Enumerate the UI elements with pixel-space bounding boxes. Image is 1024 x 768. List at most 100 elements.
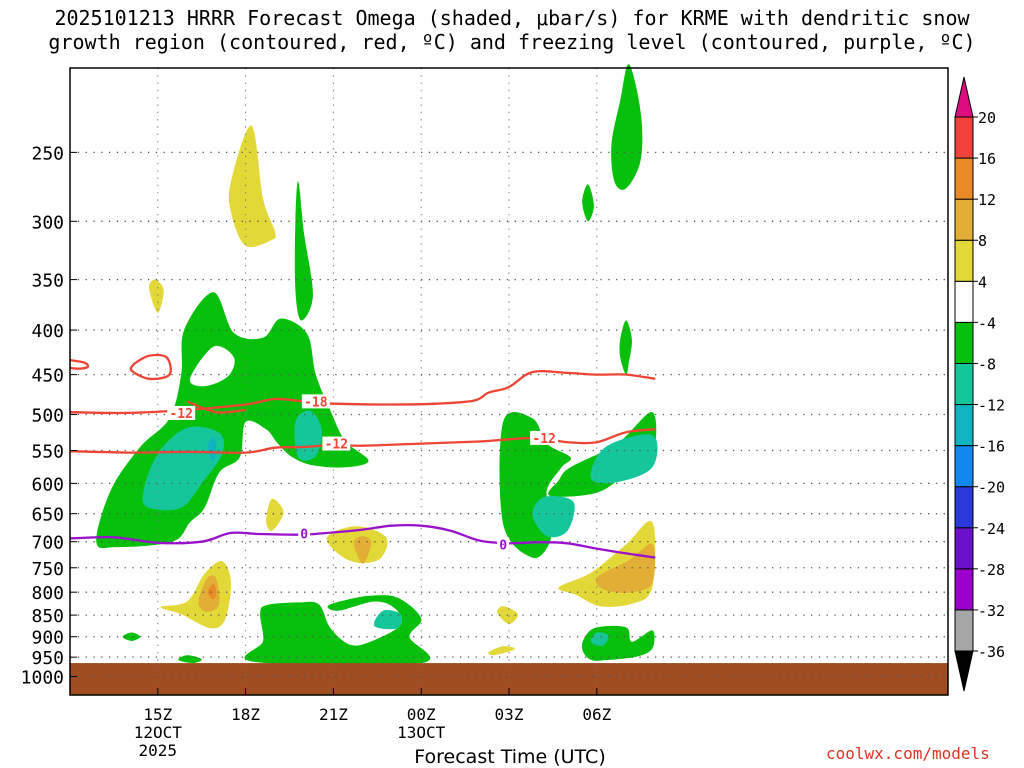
y-tick-label-450: 450 [31, 366, 64, 387]
omega-region-10 [353, 536, 372, 564]
colorbar-label-7: -8 [978, 355, 996, 373]
omega-region-14 [122, 632, 141, 641]
omega-region-2 [207, 436, 217, 462]
colorbar-swatch-7 [954, 321, 974, 364]
omega-region-20 [499, 411, 571, 559]
y-tick-label-1000: 1000 [21, 668, 64, 689]
omega-region-16 [244, 595, 431, 666]
colorbar-label-1: -32 [978, 602, 1005, 620]
colorbar-swatch-10 [954, 198, 974, 241]
colorbar-swatch-1 [954, 568, 974, 611]
omega-region-30 [619, 320, 632, 375]
x-tick-label-03Z: 03Z [495, 705, 524, 724]
colorbar-swatch-9 [954, 239, 974, 282]
omega-region-19 [488, 646, 516, 656]
dgz-contour-label-6: -12 [532, 432, 555, 447]
y-tick-label-350: 350 [31, 271, 64, 292]
x-tick-label-06Z: 06Z [582, 705, 611, 724]
y-tick-label-400: 400 [31, 321, 64, 342]
x-tick-label-21Z: 21Z [319, 705, 348, 724]
y-tick-label-900: 900 [31, 628, 64, 649]
freezing-level-label-0-bg [298, 526, 311, 541]
dgz-contour-0 [69, 370, 656, 415]
x-tick-label-18Z: 18Z [231, 705, 260, 724]
dgz-contour-label-0-bg [301, 394, 330, 409]
omega-region-22 [532, 496, 575, 538]
colorbar-label-0: -36 [978, 643, 1005, 661]
dgz-contour-1 [69, 358, 90, 370]
x-tick-date-00Z: 13OCT [397, 723, 446, 742]
omega-shading [96, 64, 658, 666]
colorbar-swatch-0 [954, 609, 974, 652]
colorbar-swatch-2 [954, 527, 974, 570]
y-tick-label-500: 500 [31, 405, 64, 426]
colorbar-label-8: -4 [978, 314, 996, 332]
chart-title-line-2: growth region (contoured, red, ºC) and f… [48, 30, 976, 54]
colorbar: -36 -32 -28 -24 -20 -16 -12 -8 -4 4 8 12 16 20 [954, 76, 1005, 692]
dgz-contour-label-5-bg [167, 405, 196, 420]
x-tick-label-15Z: 15Z [143, 705, 172, 724]
omega-region-8 [266, 498, 284, 531]
y-tick-label-800: 800 [31, 583, 64, 604]
omega-region-1 [142, 426, 225, 511]
y-tick-label-750: 750 [31, 559, 64, 580]
dgz-contour-label-6-bg [530, 430, 559, 445]
colorbar-under-arrow [954, 650, 974, 692]
colorbar-label-3: -24 [978, 520, 1005, 538]
y-axis: 2503003504004505005506006507007508008509… [21, 143, 77, 689]
colorbar-swatch-11 [954, 157, 974, 200]
colorbar-label-5: -16 [978, 438, 1005, 456]
colorbar-swatch-5 [954, 404, 974, 447]
x-tick-year-15Z: 2025 [139, 741, 178, 760]
dgz-contour-3 [186, 400, 246, 414]
y-tick-label-250: 250 [31, 143, 64, 164]
colorbar-swatch-8 [954, 280, 974, 323]
colorbar-label-13: 20 [978, 109, 996, 127]
dgz-contour-label-4-bg [322, 436, 351, 451]
omega-region-5 [294, 181, 313, 321]
y-tick-label-550: 550 [31, 442, 64, 463]
colorbar-swatch-4 [954, 445, 974, 488]
temperature-contours: -18 -12 -12 -12 0 0 [69, 353, 656, 559]
chart-title: 2025101213 HRRR Forecast Omega (shaded, … [0, 6, 1024, 54]
omega-region-3 [189, 345, 235, 387]
y-tick-label-950: 950 [31, 648, 64, 669]
colorbar-label-6: -12 [978, 397, 1005, 415]
x-tick-date-15Z: 12OCT [134, 723, 183, 742]
colorbar-over-arrow [954, 76, 974, 118]
omega-region-13 [207, 583, 217, 600]
colorbar-label-4: -20 [978, 479, 1005, 497]
x-axis-title: Forecast Time (UTC) [414, 746, 606, 768]
omega-region-23 [590, 434, 658, 484]
omega-region-6 [228, 125, 276, 248]
colorbar-label-9: 4 [978, 273, 987, 291]
colorbar-label-11: 12 [978, 191, 996, 209]
dgz-contour-label-4: -12 [325, 438, 348, 453]
x-tick-label-00Z: 00Z [407, 705, 436, 724]
colorbar-swatch-3 [954, 486, 974, 529]
y-tick-label-700: 700 [31, 533, 64, 554]
chart-title-line-1: 2025101213 HRRR Forecast Omega (shaded, … [54, 6, 970, 30]
colorbar-swatch-6 [954, 362, 974, 406]
freezing-level-label-1: 0 [499, 538, 507, 553]
colorbar-swatch-12 [954, 116, 974, 159]
omega-region-28 [582, 184, 594, 222]
y-tick-label-300: 300 [31, 212, 64, 233]
y-tick-label-850: 850 [31, 606, 64, 627]
credit-link[interactable]: coolwx.com/models [826, 744, 990, 763]
freezing-level-label-1-bg [497, 537, 510, 552]
y-tick-label-650: 650 [31, 505, 64, 526]
omega-region-27 [590, 632, 609, 647]
omega-region-29 [611, 64, 643, 190]
freezing-level-label-0: 0 [300, 527, 308, 542]
dgz-contour-4 [69, 428, 656, 454]
omega-region-17 [373, 609, 403, 630]
colorbar-label-2: -28 [978, 561, 1005, 579]
dgz-contour-label-0: -18 [304, 395, 328, 410]
dgz-contour-2 [129, 353, 172, 381]
dgz-contour-label-5: -12 [169, 407, 192, 422]
y-tick-label-600: 600 [31, 474, 64, 495]
colorbar-label-10: 8 [978, 232, 987, 250]
